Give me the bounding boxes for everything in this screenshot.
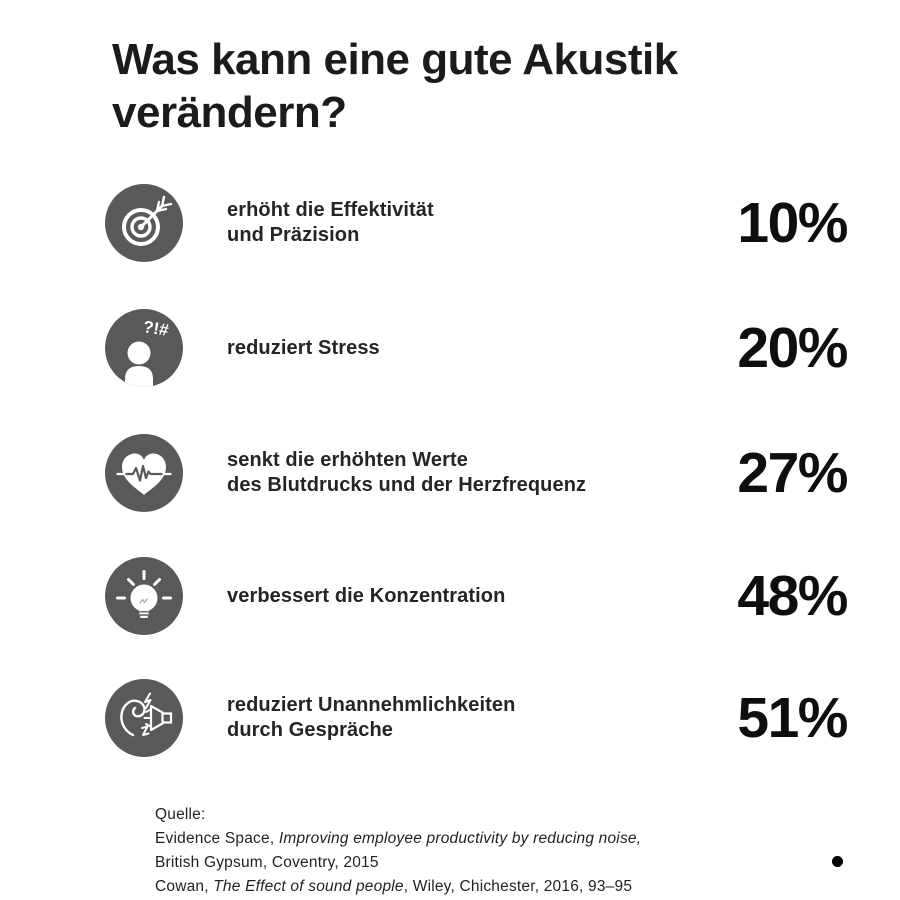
source-line-1: Evidence Space, Improving employee produ… <box>155 827 641 851</box>
stat-value: 20% <box>737 315 848 380</box>
stat-value: 10% <box>737 190 848 255</box>
stat-value: 27% <box>737 440 848 505</box>
stat-row-stress: ?!# reduziert Stress 20% <box>105 309 848 387</box>
source-text: Cowan, <box>155 878 214 895</box>
page-title: Was kann eine gute Akustik verändern? <box>112 35 678 138</box>
source-title-italic: The Effect of sound people <box>213 878 404 895</box>
lightbulb-icon <box>105 557 183 635</box>
source-title-italic: Improving employee productivity by reduc… <box>278 830 642 847</box>
stat-value: 51% <box>737 685 848 750</box>
stat-label: verbessert die Konzentration <box>227 584 506 607</box>
stat-label: erhöht die Effektivität und Präzision <box>227 199 434 246</box>
source-citation: Quelle: Evidence Space, Improving employ… <box>155 803 641 899</box>
stat-row-blood-pressure: senkt die erhöhten Werte des Blutdrucks … <box>105 434 848 512</box>
source-line-3: Cowan, The Effect of sound people, Wiley… <box>155 875 641 899</box>
stat-row-concentration: verbessert die Konzentration 48% <box>105 557 848 635</box>
stat-label: senkt die erhöhten Werte des Blutdrucks … <box>227 449 587 496</box>
heart-pulse-icon <box>105 434 183 512</box>
stat-label: reduziert Stress <box>227 336 380 359</box>
stat-value: 48% <box>737 563 848 628</box>
stat-label: reduziert Unannehmlichkeiten durch Gespr… <box>227 694 516 741</box>
stress-person-icon: ?!# <box>105 309 183 387</box>
source-line-2: British Gypsum, Coventry, 2015 <box>155 854 379 871</box>
stat-row-conversation-noise: reduziert Unannehmlichkeiten durch Gespr… <box>105 679 848 757</box>
stat-row-effectiveness: erhöht die Effektivität und Präzision 10… <box>105 184 848 262</box>
decorative-dot <box>832 856 843 867</box>
ear-speaker-icon <box>105 679 183 757</box>
source-heading: Quelle: <box>155 806 206 823</box>
source-text: Evidence Space, <box>155 830 279 847</box>
target-icon <box>105 184 183 262</box>
source-text: , Wiley, Chichester, 2016, 93–95 <box>403 878 633 895</box>
stress-glyphs: ?!# <box>142 317 171 340</box>
